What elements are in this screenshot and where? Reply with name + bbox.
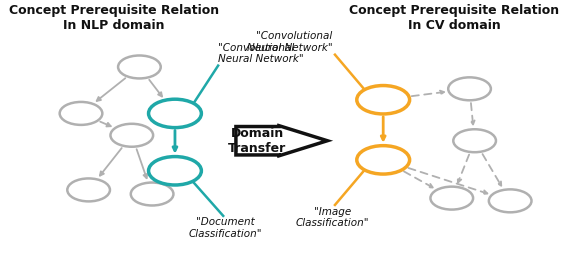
Circle shape xyxy=(357,86,410,114)
Circle shape xyxy=(149,99,201,128)
Circle shape xyxy=(131,182,173,206)
Circle shape xyxy=(110,124,153,147)
Text: "Document
Classification": "Document Classification" xyxy=(189,217,262,239)
Text: Concept Prerequisite Relation
In NLP domain: Concept Prerequisite Relation In NLP dom… xyxy=(9,4,219,32)
Circle shape xyxy=(149,156,201,185)
Circle shape xyxy=(60,102,102,125)
Text: Concept Prerequisite Relation
In CV domain: Concept Prerequisite Relation In CV doma… xyxy=(349,4,560,32)
Text: "Image
Classification": "Image Classification" xyxy=(296,207,369,229)
Polygon shape xyxy=(236,126,327,156)
Text: "Convolutional
Neural Network": "Convolutional Neural Network" xyxy=(218,43,304,64)
Circle shape xyxy=(489,189,532,212)
Text: Domain
Transfer: Domain Transfer xyxy=(228,127,286,155)
Circle shape xyxy=(448,77,491,100)
Circle shape xyxy=(67,179,110,201)
Circle shape xyxy=(430,187,473,209)
Text: "Convolutional
Neural Network": "Convolutional Neural Network" xyxy=(247,31,332,53)
Circle shape xyxy=(453,129,496,152)
Circle shape xyxy=(357,146,410,174)
Circle shape xyxy=(118,55,161,78)
